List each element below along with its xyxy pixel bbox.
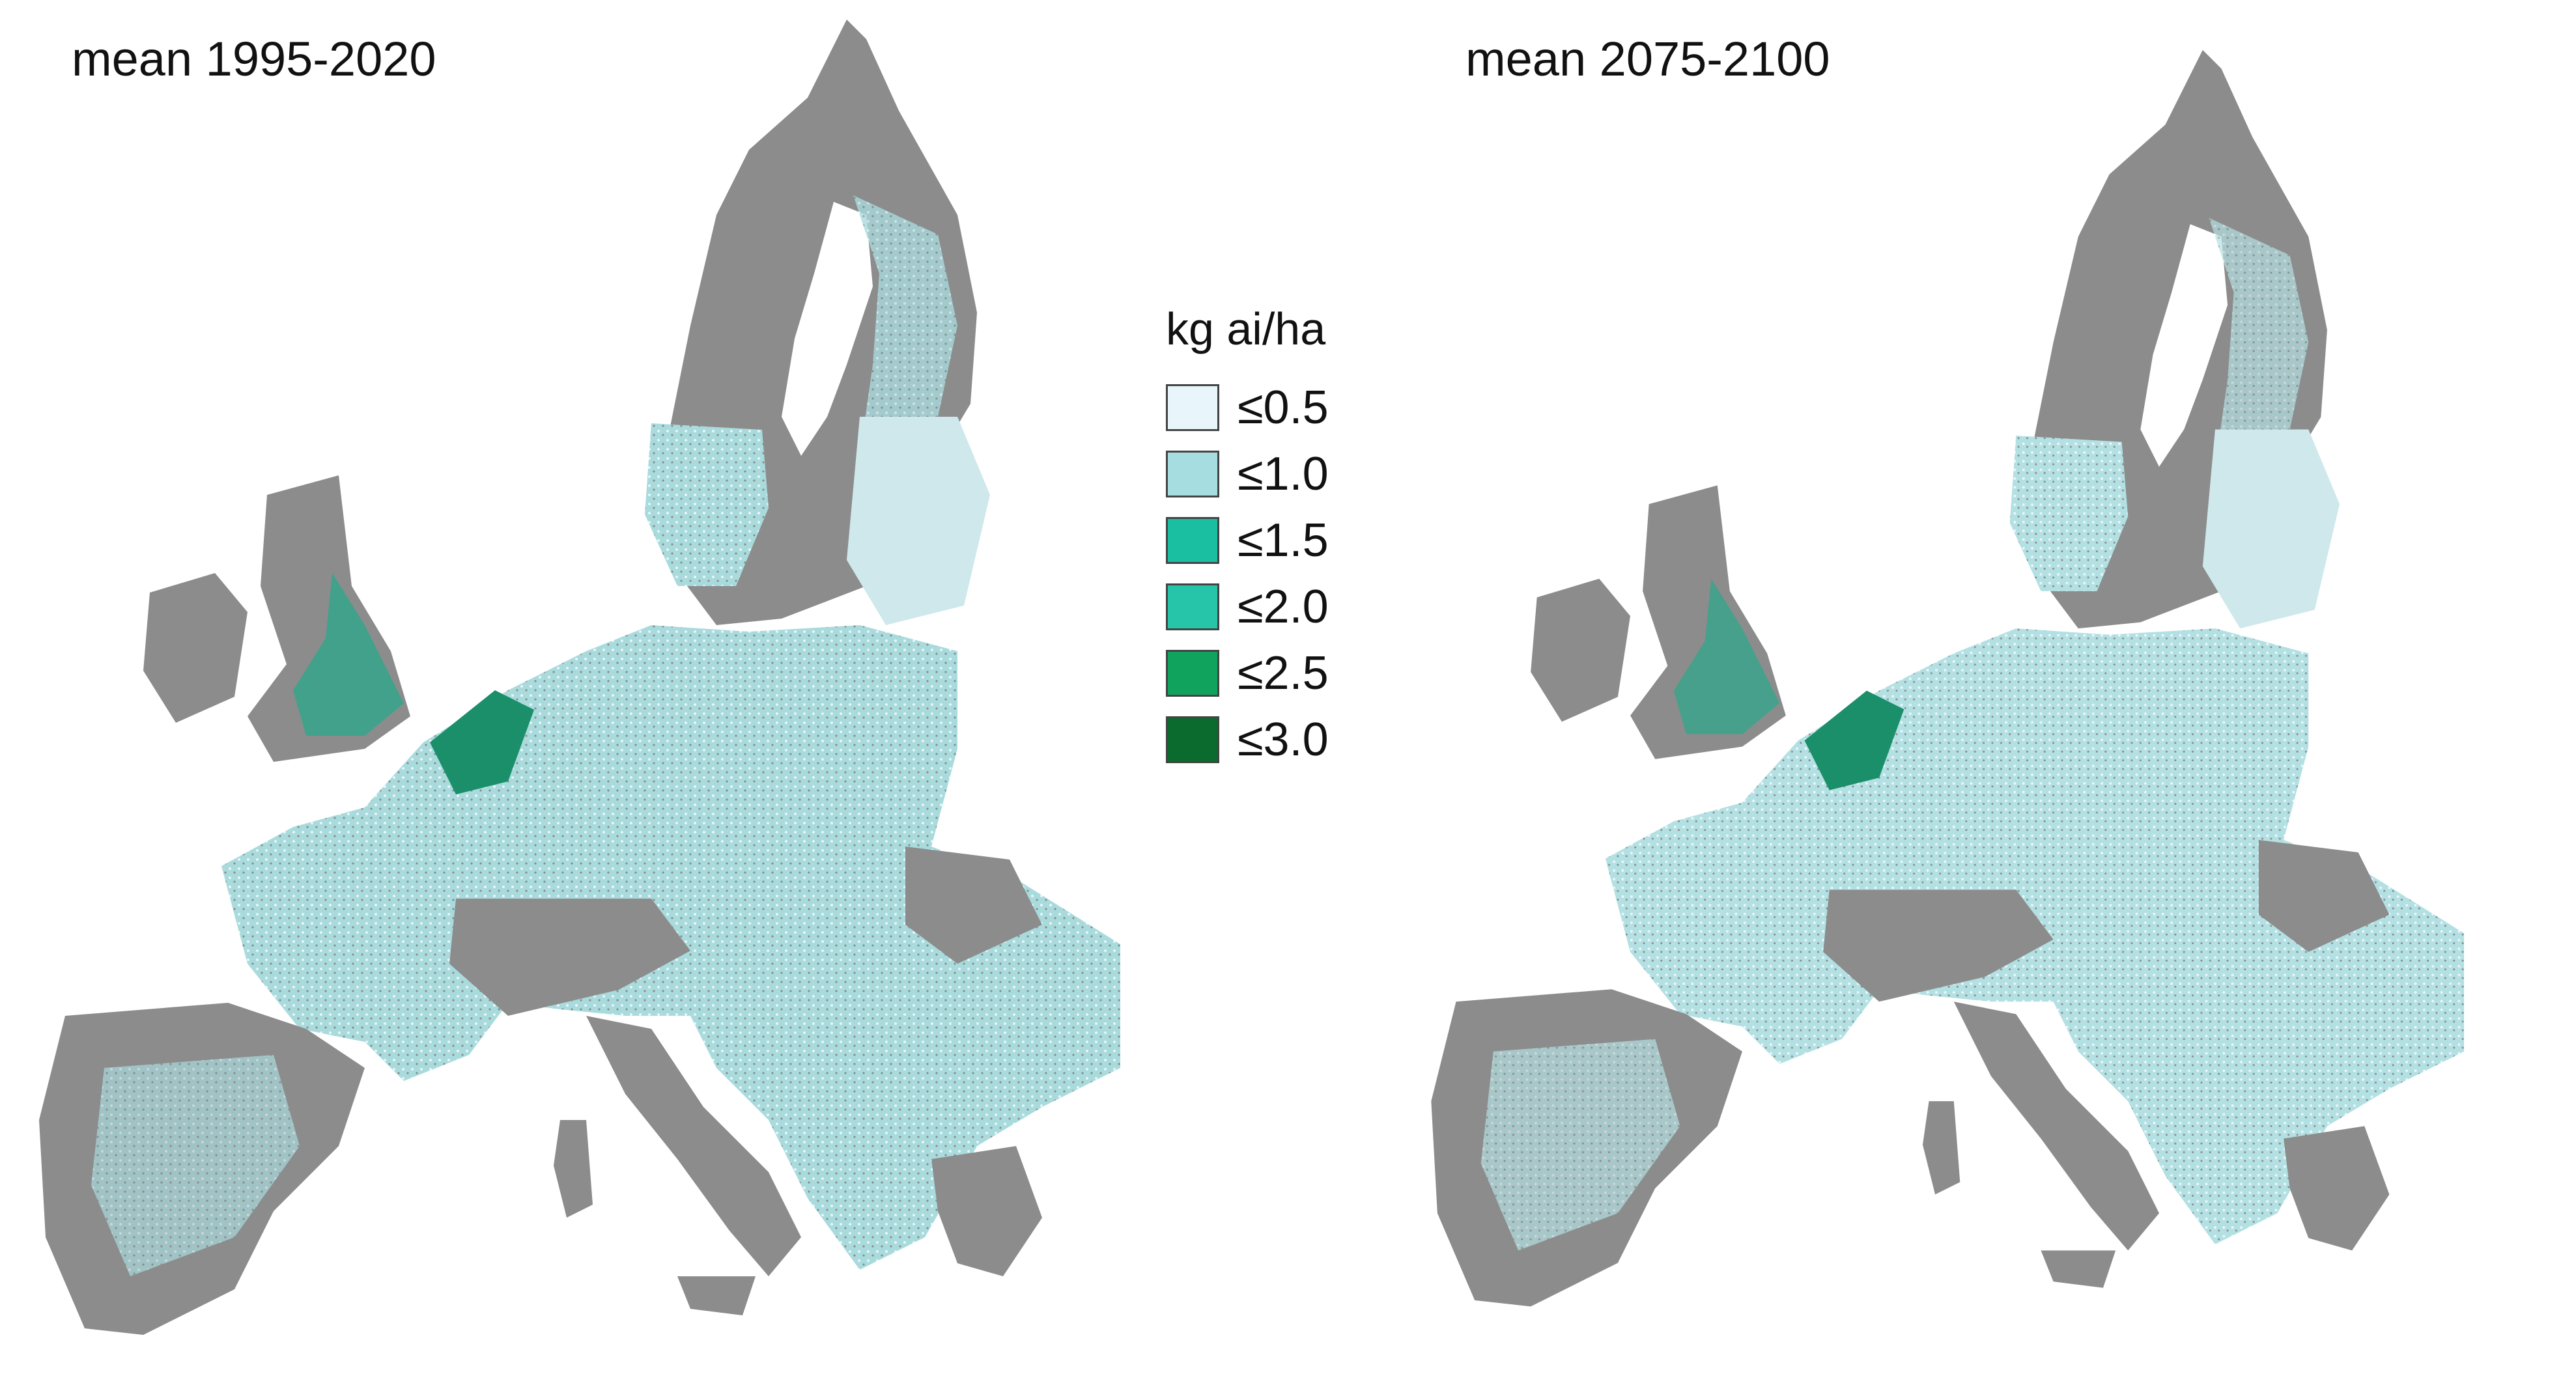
carpathians-grey xyxy=(2258,839,2390,952)
italy xyxy=(1953,1001,2159,1251)
netherlands-high xyxy=(430,690,534,794)
england-high xyxy=(1673,578,1780,735)
legend-label: ≤2.0 xyxy=(1238,581,1329,633)
alps-grey xyxy=(1823,889,2054,1002)
baltic-sea xyxy=(782,202,873,456)
legend-swatch xyxy=(1166,716,1219,763)
map-title-left: mean 1995-2020 xyxy=(72,32,436,86)
alps-grey xyxy=(449,899,690,1016)
legend-swatch xyxy=(1166,517,1219,564)
sicily xyxy=(2041,1250,2116,1288)
legend-item: ≤2.5 xyxy=(1166,640,1400,707)
map-title-right: mean 2075-2100 xyxy=(1465,32,1830,86)
legend-item: ≤3.0 xyxy=(1166,707,1400,773)
legend-item: ≤1.0 xyxy=(1166,441,1400,507)
legend-label: ≤2.5 xyxy=(1238,647,1329,699)
finland-low xyxy=(2209,217,2309,479)
legend-title: kg ai/ha xyxy=(1166,303,1326,354)
ireland xyxy=(1531,578,1630,722)
legend-label: ≤1.5 xyxy=(1238,514,1329,567)
baltic-states xyxy=(2202,429,2340,629)
legend-item: ≤0.5 xyxy=(1166,374,1400,441)
baltic-sea xyxy=(2140,224,2228,467)
legend-label: ≤3.0 xyxy=(1238,714,1329,766)
sweden-south xyxy=(2009,436,2129,591)
europe-map-1995-2020 xyxy=(39,20,1120,1335)
sicily xyxy=(677,1276,756,1315)
greece xyxy=(2284,1126,2390,1251)
sardinia xyxy=(554,1120,593,1218)
finland-low xyxy=(853,195,957,469)
legend-item: ≤2.0 xyxy=(1166,574,1400,640)
sardinia xyxy=(1922,1101,1960,1195)
netherlands-high xyxy=(1804,690,1904,791)
legend-swatch xyxy=(1166,451,1219,497)
legend: kg ai/ha ≤0.5 ≤1.0 ≤1.5 ≤2.0 ≤2.5 ≤3.0 xyxy=(1166,303,1400,773)
legend-label: ≤1.0 xyxy=(1238,448,1329,500)
italy xyxy=(586,1016,801,1276)
sweden-south xyxy=(645,423,769,586)
england-high xyxy=(293,573,404,736)
iberia-low xyxy=(91,1055,300,1276)
europe-map-2075-2100 xyxy=(1431,49,2465,1307)
greece xyxy=(931,1146,1042,1276)
legend-label: ≤0.5 xyxy=(1238,382,1329,434)
legend-item: ≤1.5 xyxy=(1166,507,1400,574)
baltic-states xyxy=(847,417,990,625)
legend-swatch xyxy=(1166,384,1219,431)
carpathians-grey xyxy=(905,847,1042,964)
ireland xyxy=(143,573,248,723)
legend-swatch xyxy=(1166,650,1219,697)
legend-swatch xyxy=(1166,583,1219,630)
iberia-low xyxy=(1480,1039,1680,1251)
